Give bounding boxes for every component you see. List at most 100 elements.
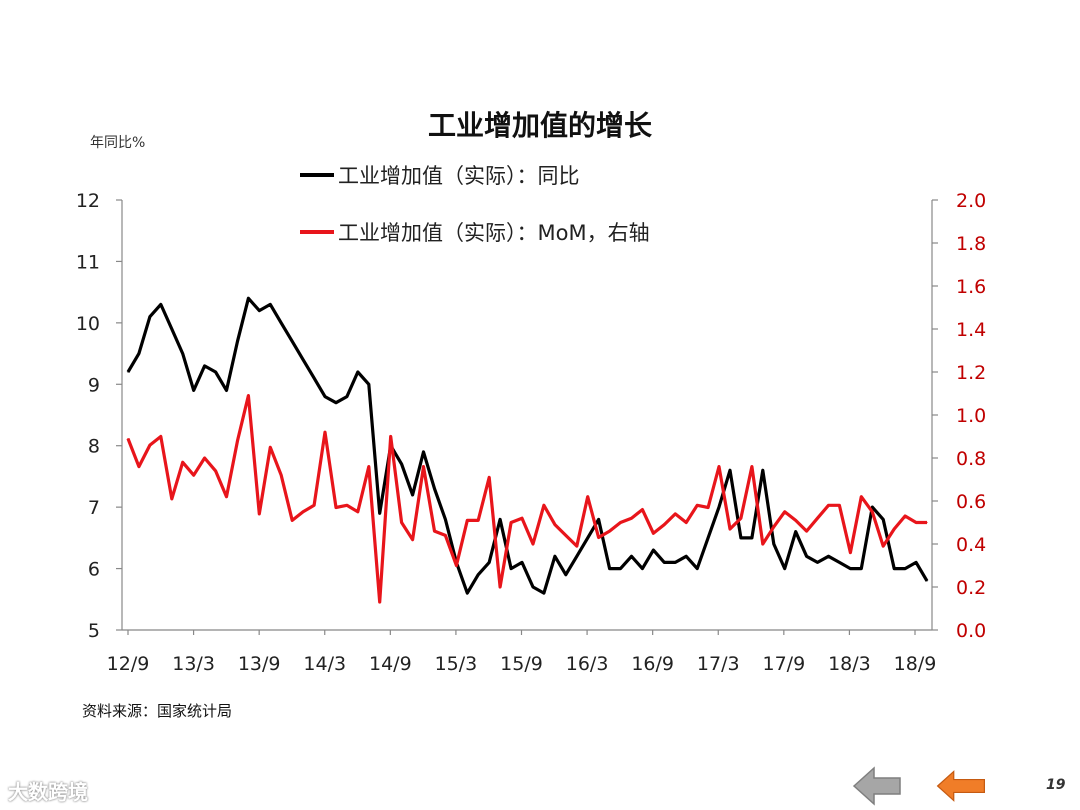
x-tick-label: 14/9 [369, 653, 412, 675]
data-point-mom [641, 509, 644, 511]
data-point-mom [379, 601, 381, 603]
data-point-mom [171, 498, 173, 500]
data-point-yoy [193, 389, 195, 391]
chart-title: 工业增加值的增长 [427, 109, 652, 142]
right-tick-label: 1.4 [956, 319, 986, 341]
data-point-mom [576, 545, 578, 547]
data-point-yoy [762, 469, 764, 471]
data-point-yoy [784, 568, 786, 570]
data-point-mom [302, 511, 304, 513]
data-point-yoy [609, 568, 611, 570]
data-point-mom [609, 530, 611, 532]
back-button[interactable] [936, 766, 986, 806]
data-point-mom [313, 504, 315, 506]
data-point-yoy [751, 537, 753, 539]
data-point-yoy [729, 469, 731, 471]
data-point-mom [652, 532, 655, 534]
data-point-yoy [816, 561, 819, 564]
data-point-yoy [926, 580, 928, 582]
data-point-yoy [368, 383, 370, 385]
right-tick-label: 0.4 [956, 534, 986, 556]
data-point-mom [412, 539, 414, 541]
data-point-mom [324, 431, 326, 433]
data-point-mom [849, 552, 852, 554]
data-point-mom [685, 521, 687, 524]
data-point-mom [587, 496, 589, 498]
data-point-mom [466, 519, 468, 522]
data-point-yoy [258, 310, 260, 312]
data-point-mom [718, 466, 720, 468]
data-point-yoy [225, 389, 228, 391]
legend-label-black: 工业增加值（实际）：同比 [338, 164, 580, 188]
data-point-mom [335, 506, 337, 509]
data-point-yoy [346, 396, 348, 398]
data-point-yoy [565, 574, 567, 576]
data-point-mom [258, 513, 260, 515]
left-tick-label: 10 [76, 313, 100, 335]
data-point-yoy [412, 494, 414, 496]
data-point-mom [806, 530, 808, 532]
data-point-yoy [127, 371, 129, 373]
right-tick-label: 2.0 [956, 190, 986, 212]
data-point-yoy [357, 371, 359, 373]
data-point-yoy [806, 555, 808, 557]
chart-axes: 5 6 7 8 9 10 11 12 0.0 0.2 0.4 0.6 0.8 1.0 1.2 1.4 1.6 1.… [76, 190, 986, 675]
page-number: 19 [1046, 777, 1066, 793]
data-point-mom [444, 534, 446, 537]
data-point-mom [707, 506, 709, 509]
data-point-mom [477, 519, 479, 522]
data-point-mom [773, 526, 775, 528]
right-tick-label: 1.0 [956, 405, 986, 427]
data-point-yoy [543, 592, 545, 594]
x-tick-label: 13/9 [238, 653, 281, 675]
data-point-yoy [598, 518, 600, 521]
data-point-yoy [663, 561, 665, 564]
data-point-yoy [871, 506, 873, 508]
data-point-yoy [215, 371, 217, 373]
data-point-yoy [171, 328, 173, 330]
data-point-yoy [827, 555, 830, 557]
data-point-mom [827, 504, 830, 506]
data-point-yoy [576, 555, 578, 557]
data-point-yoy [587, 537, 589, 539]
data-point-yoy [521, 561, 523, 564]
data-point-yoy [149, 316, 151, 318]
data-point-mom [357, 511, 359, 513]
data-point-mom [696, 504, 698, 506]
data-point-mom [160, 435, 162, 438]
data-point-yoy [236, 340, 239, 342]
data-point-mom [215, 470, 217, 472]
data-point-yoy [466, 592, 468, 594]
data-point-yoy [379, 512, 381, 514]
series-line-mom [126, 394, 927, 604]
x-tick-label: 16/9 [631, 653, 674, 675]
x-tick-label: 18/3 [828, 653, 871, 675]
right-tick-label: 0.2 [956, 577, 986, 599]
left-arrow-icon [852, 766, 901, 806]
data-point-mom [225, 496, 228, 498]
watermark-text: 大数跨境 [8, 780, 88, 804]
data-point-yoy [915, 561, 917, 564]
data-point-mom [554, 524, 556, 526]
data-point-yoy [630, 555, 633, 557]
data-point-yoy [619, 568, 622, 570]
data-point-mom [630, 517, 633, 519]
x-tick-label: 17/9 [762, 653, 805, 675]
legend-item-black: 工业增加值（实际）：同比 [300, 160, 580, 190]
data-point-yoy [138, 353, 140, 355]
prev-slide-button[interactable] [852, 766, 902, 806]
data-point-mom [816, 517, 819, 519]
left-tick-label: 5 [88, 620, 100, 642]
data-point-yoy [182, 353, 184, 355]
data-point-mom [499, 586, 501, 588]
data-point-mom [269, 446, 271, 448]
data-point-yoy [685, 555, 687, 557]
right-tick-label: 0.0 [956, 620, 986, 642]
data-point-mom [860, 496, 862, 498]
left-tick-label: 7 [88, 497, 100, 519]
data-point-mom [915, 521, 917, 524]
data-point-mom [598, 536, 600, 539]
data-point-yoy [269, 303, 271, 305]
data-point-mom [455, 564, 457, 567]
data-point-mom [838, 504, 841, 506]
